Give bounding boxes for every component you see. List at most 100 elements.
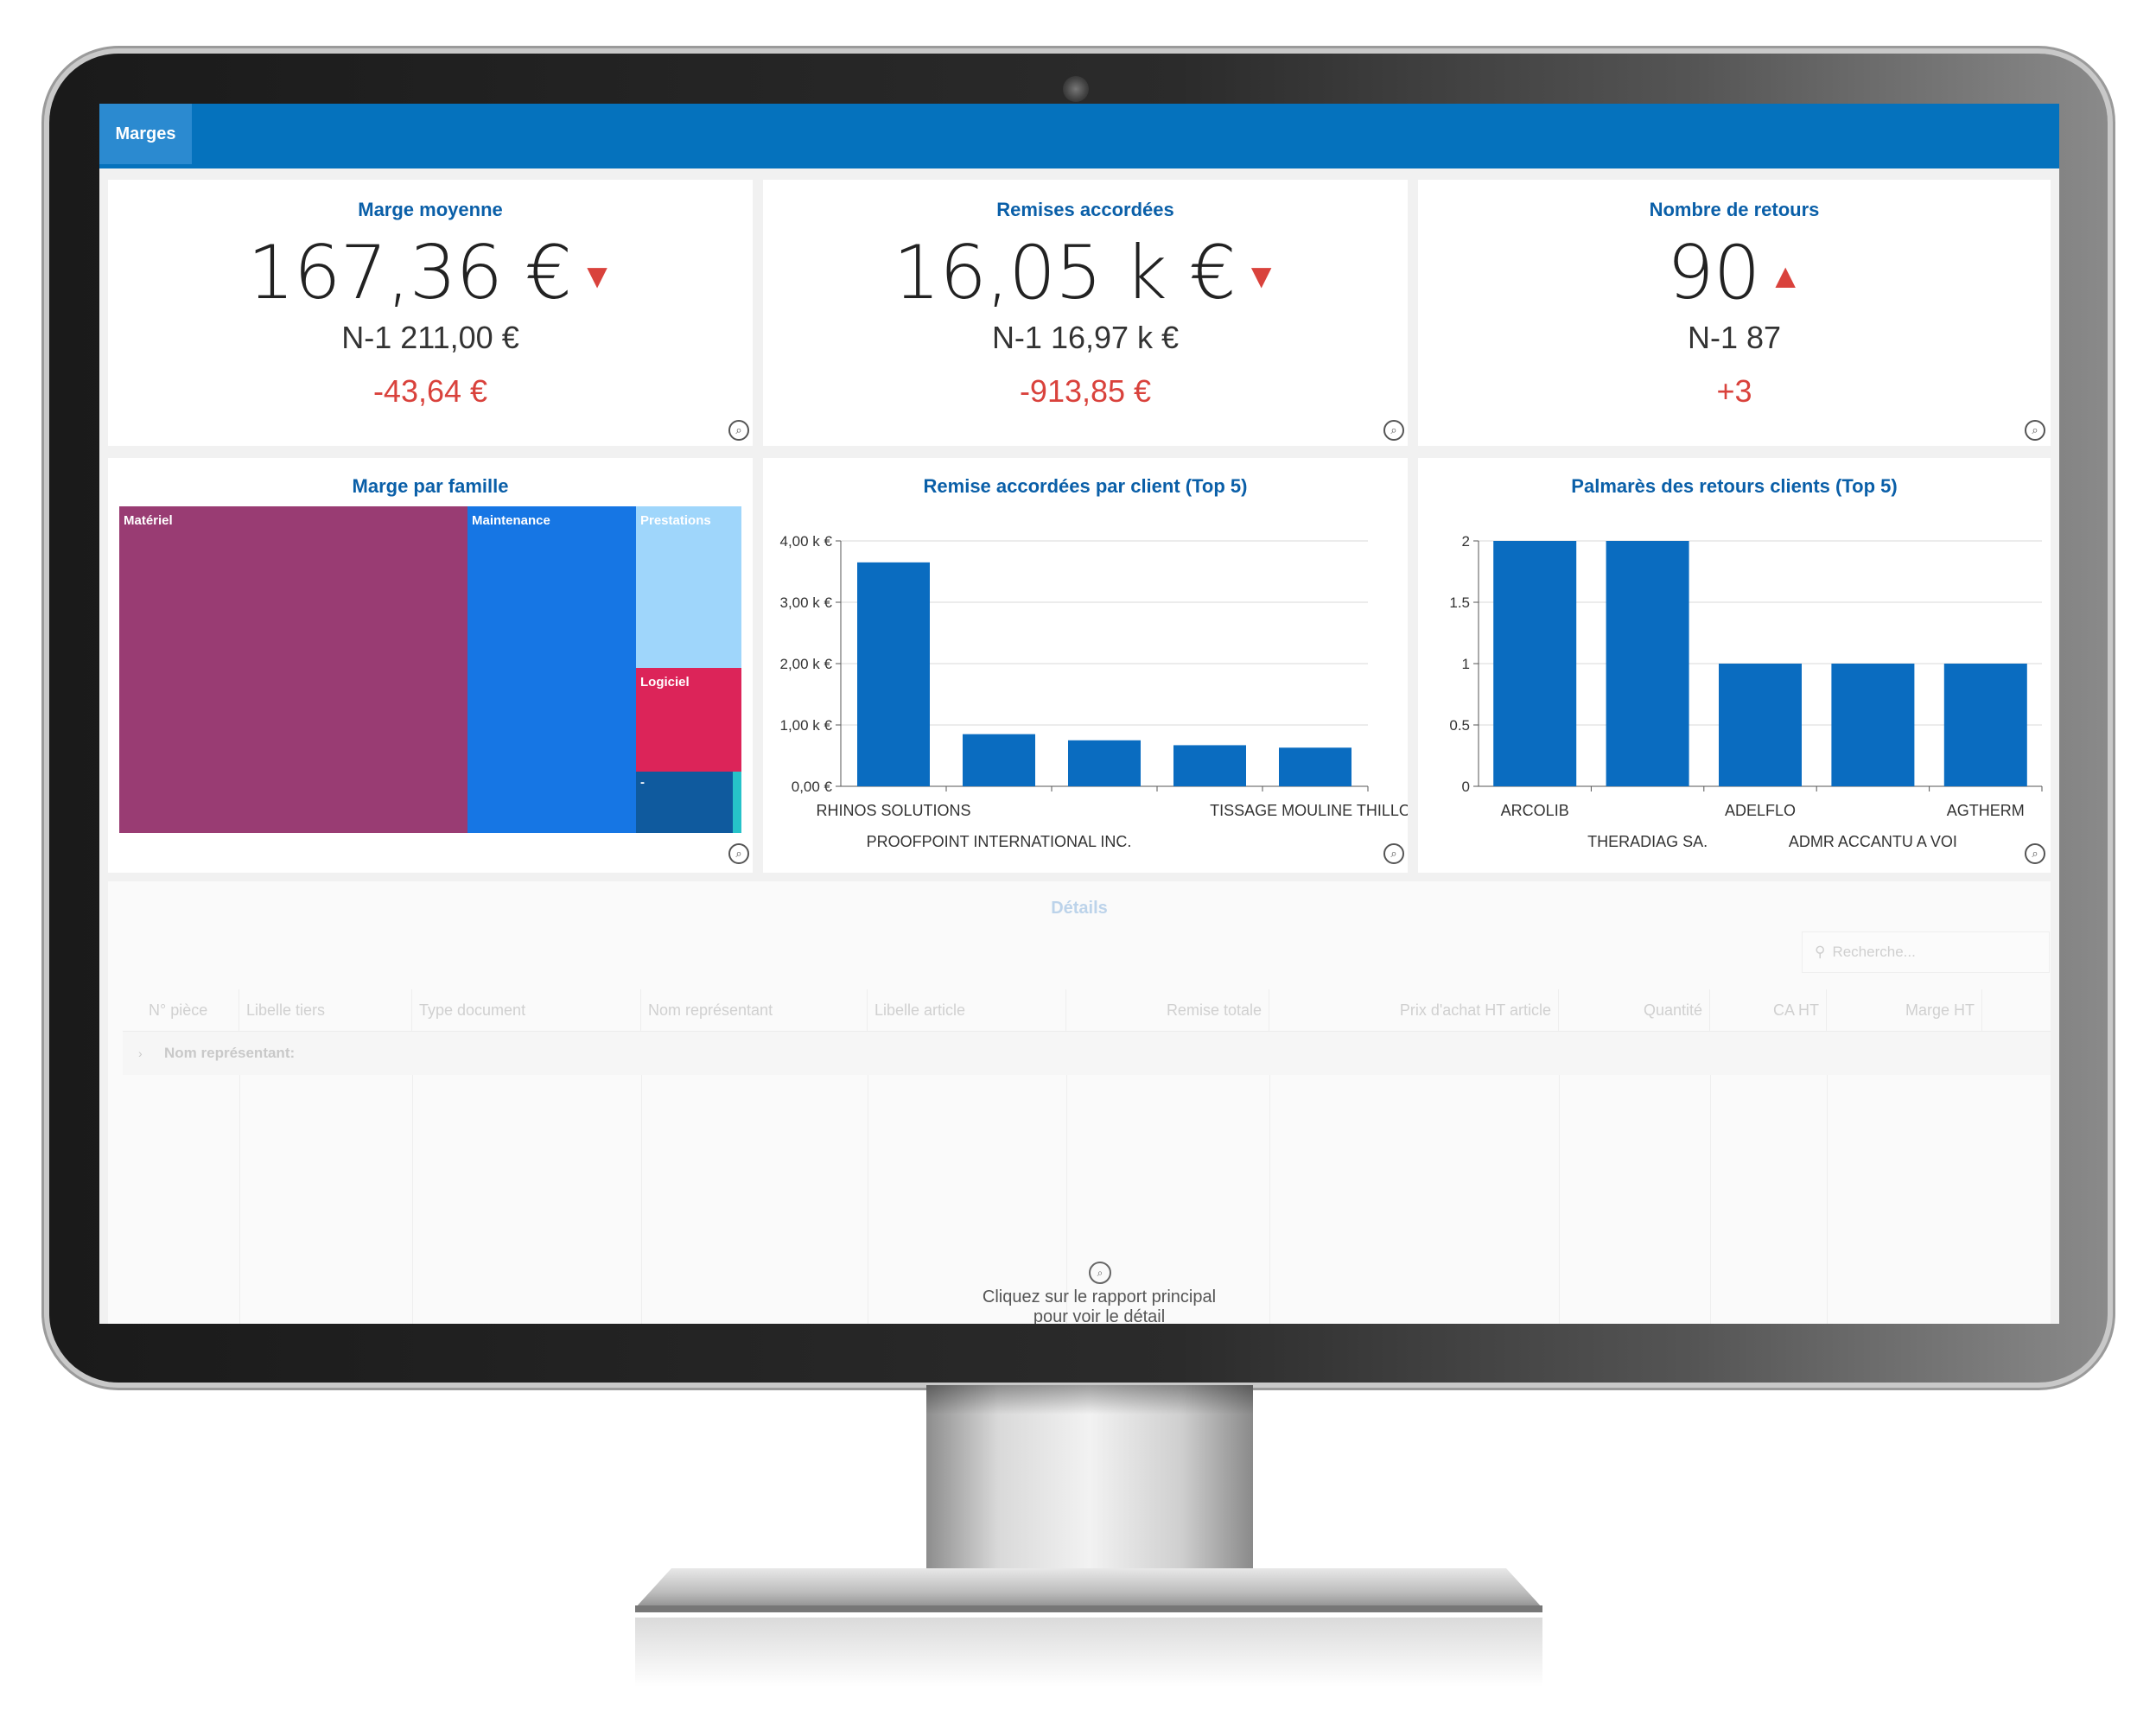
tile-label: Maintenance bbox=[472, 513, 550, 528]
column-header[interactable]: Remise totale bbox=[1066, 989, 1269, 1031]
zoom-icon: ⌕ bbox=[1089, 1262, 1111, 1284]
empty-message-line: pour voir le détail bbox=[1033, 1307, 1166, 1324]
tile-label: - bbox=[640, 775, 645, 790]
bar bbox=[1279, 747, 1351, 786]
details-grid: N° pièce Libelle tiers Type document Nom… bbox=[123, 989, 2051, 1324]
column-divider bbox=[1559, 1075, 1560, 1324]
y-tick-label: 3,00 k € bbox=[780, 594, 833, 611]
kpi-title: Nombre de retours bbox=[1649, 199, 1820, 220]
zoom-icon[interactable]: ⌕ bbox=[728, 843, 749, 864]
stand-base-edge bbox=[635, 1605, 1542, 1612]
kpi-card-retours[interactable]: Nombre de retours 90 ▲ N-1 87 +3 ⌕ bbox=[1418, 180, 2051, 446]
monitor-stand-base bbox=[635, 1568, 1542, 1608]
column-divider bbox=[412, 1075, 413, 1324]
column-divider bbox=[641, 1075, 642, 1324]
zoom-icon[interactable]: ⌕ bbox=[2025, 843, 2045, 864]
tile-label: Prestations bbox=[640, 513, 711, 528]
tile-label: Matériel bbox=[124, 513, 173, 528]
chart-card-retours[interactable]: Palmarès des retours clients (Top 5) 0 0.… bbox=[1418, 458, 2051, 873]
search-placeholder: Recherche... bbox=[1832, 944, 1916, 960]
empty-state-message: Cliquez sur le rapport principal pour vo… bbox=[944, 1287, 1255, 1324]
tab-marges[interactable]: Marges bbox=[99, 104, 192, 164]
details-title: Détails bbox=[1051, 899, 1108, 918]
kpi-previous: N-1 16,97 k € bbox=[991, 320, 1180, 355]
group-row[interactable]: › Nom représentant: bbox=[123, 1032, 2051, 1075]
y-tick-label: 1,00 k € bbox=[780, 717, 833, 734]
bar bbox=[1173, 745, 1246, 786]
kpi-title: Remises accordées bbox=[996, 199, 1174, 220]
empty-message-line: Cliquez sur le rapport principal bbox=[982, 1287, 1217, 1306]
kpi-delta: -43,64 € bbox=[372, 373, 488, 409]
kpi-title: Marge moyenne bbox=[358, 199, 503, 220]
trend-down-icon: ▼ bbox=[1243, 257, 1279, 296]
zoom-icon[interactable]: ⌕ bbox=[728, 420, 749, 441]
column-header[interactable]: Quantité bbox=[1559, 989, 1710, 1031]
bar bbox=[1493, 541, 1577, 786]
bar bbox=[1719, 664, 1802, 786]
column-divider bbox=[1269, 1075, 1270, 1324]
bar bbox=[1831, 664, 1915, 786]
x-tick-label: RHINOS SOLUTIONS bbox=[816, 802, 970, 819]
column-header[interactable]: Libelle tiers bbox=[239, 989, 412, 1031]
y-tick-label: 4,00 k € bbox=[780, 533, 833, 550]
kpi-value: 16,05 k € bbox=[893, 230, 1237, 316]
column-header[interactable]: Marge HT bbox=[1827, 989, 1982, 1031]
column-header[interactable]: Nom représentant bbox=[641, 989, 868, 1031]
column-header[interactable]: N° pièce bbox=[123, 989, 239, 1031]
zoom-icon[interactable]: ⌕ bbox=[2025, 420, 2045, 441]
monitor-stand-neck bbox=[926, 1385, 1253, 1568]
kpi-value: 90 bbox=[1666, 230, 1760, 316]
kpi-value: 167,36 € bbox=[247, 230, 572, 316]
x-tick-label: THERADIAG SA. bbox=[1587, 833, 1708, 850]
bar bbox=[1943, 664, 2027, 786]
chart-title: Palmarès des retours clients (Top 5) bbox=[1571, 475, 1898, 497]
treemap-tile-other[interactable]: - bbox=[636, 772, 733, 833]
y-tick-label: 0.5 bbox=[1449, 717, 1470, 734]
zoom-icon[interactable]: ⌕ bbox=[1383, 843, 1404, 864]
bar bbox=[857, 562, 930, 786]
x-tick-label: ARCOLIB bbox=[1501, 802, 1569, 819]
details-card: Détails ⚲ Recherche... N° pièce Libelle t… bbox=[108, 881, 2051, 1324]
kpi-card-remises[interactable]: Remises accordées 16,05 k € ▼ N-1 16,97 k… bbox=[763, 180, 1408, 446]
column-header[interactable]: CA HT bbox=[1710, 989, 1827, 1031]
chevron-right-icon[interactable]: › bbox=[138, 1046, 143, 1060]
bar bbox=[963, 734, 1035, 786]
column-divider bbox=[239, 1075, 240, 1324]
column-header[interactable]: Libelle article bbox=[868, 989, 1066, 1031]
chart-card-remises[interactable]: Remise accordées par client (Top 5) 0,00… bbox=[763, 458, 1408, 873]
kpi-delta: +3 bbox=[1716, 373, 1752, 409]
y-tick-label: 2,00 k € bbox=[780, 656, 833, 672]
y-tick-label: 1 bbox=[1462, 656, 1470, 672]
treemap-tile-small[interactable] bbox=[733, 772, 741, 833]
treemap-tile-logiciel[interactable]: Logiciel bbox=[636, 668, 741, 772]
column-divider bbox=[1710, 1075, 1711, 1324]
x-tick-label: TISSAGE MOULINE THILLOT bbox=[1210, 802, 1408, 819]
bar bbox=[1068, 740, 1141, 786]
treemap-tile-maintenance[interactable]: Maintenance bbox=[467, 506, 636, 833]
kpi-value-line: 167,36 € ▼ bbox=[108, 230, 753, 316]
search-input[interactable]: ⚲ Recherche... bbox=[1802, 931, 2050, 973]
treemap-tile-prestations[interactable]: Prestations bbox=[636, 506, 741, 668]
y-tick-label: 0 bbox=[1462, 779, 1470, 795]
zoom-icon[interactable]: ⌕ bbox=[1383, 420, 1404, 441]
kpi-previous: N-1 87 bbox=[1687, 320, 1782, 355]
x-tick-label: AGTHERM bbox=[1947, 802, 2025, 819]
bar bbox=[1606, 541, 1689, 786]
stand-reflection bbox=[635, 1618, 1542, 1687]
camera-icon bbox=[1063, 76, 1089, 102]
treemap-card[interactable]: Marge par famille Matériel Maintenance P… bbox=[108, 458, 753, 873]
group-label: Nom représentant: bbox=[164, 1045, 296, 1061]
search-icon: ⚲ bbox=[1815, 944, 1826, 960]
column-header[interactable]: Type document bbox=[412, 989, 641, 1031]
top-bar: Marges bbox=[99, 104, 2059, 168]
kpi-value-line: 90 ▲ bbox=[1418, 230, 2051, 316]
y-tick-label: 1.5 bbox=[1449, 594, 1470, 611]
treemap-tile-materiel[interactable]: Matériel bbox=[119, 506, 467, 833]
column-divider bbox=[1827, 1075, 1828, 1324]
bar-chart-remises: 0,00 € 1,00 k € 2,00 k € 3,00 k € 4,00 k € RH… bbox=[780, 533, 1409, 850]
kpi-card-marge-moyenne[interactable]: Marge moyenne 167,36 € ▼ N-1 211,00 € -43… bbox=[108, 180, 753, 446]
column-header[interactable]: Prix d'achat HT article bbox=[1269, 989, 1559, 1031]
x-tick-label: ADELFLO bbox=[1725, 802, 1796, 819]
kpi-previous: N-1 211,00 € bbox=[341, 320, 519, 355]
stand-shadow bbox=[926, 1385, 1253, 1414]
